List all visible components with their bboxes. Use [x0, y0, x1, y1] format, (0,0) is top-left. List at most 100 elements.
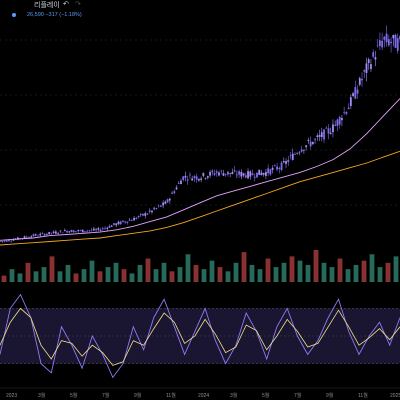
candle-body	[235, 174, 238, 176]
candle-body	[30, 236, 33, 238]
candle-body	[260, 172, 263, 176]
candle-body	[137, 216, 140, 218]
volume-bar	[73, 273, 79, 282]
replay-title[interactable]: 리플레이	[34, 2, 60, 9]
candle-body	[164, 201, 167, 204]
candle-body	[70, 229, 73, 233]
x-tick-label: 11월	[166, 392, 176, 399]
candle-body	[332, 124, 334, 133]
candle-body	[309, 141, 312, 147]
candle-body	[381, 41, 384, 48]
candle-body	[99, 229, 102, 232]
candle-body	[173, 191, 176, 194]
candle-body	[271, 167, 274, 170]
x-tick-label: 5월	[70, 392, 78, 399]
candle-body	[206, 176, 209, 178]
candle-body	[204, 178, 207, 179]
candle-body	[347, 107, 350, 110]
candle-body	[376, 45, 379, 47]
candle-body	[5, 240, 8, 242]
candle-body	[218, 172, 220, 176]
volume-bar	[289, 256, 295, 282]
candle-body	[106, 227, 109, 229]
redo-icon[interactable]: ↷	[75, 1, 81, 8]
candle-body	[215, 171, 218, 173]
candle-body	[184, 175, 187, 178]
volume-bar	[105, 267, 111, 282]
candle-body	[340, 117, 343, 121]
candle-body	[151, 210, 153, 213]
candle-body	[323, 129, 325, 140]
candle-body	[278, 167, 281, 169]
candle-body	[90, 229, 93, 231]
candle-body	[291, 153, 294, 161]
volume-bar	[241, 252, 247, 282]
volume-bar	[297, 260, 303, 282]
volume-bar	[25, 262, 31, 282]
volume-bar	[137, 264, 143, 282]
candle-body	[153, 207, 156, 210]
candle-body	[32, 234, 35, 237]
candle-body	[387, 39, 390, 46]
candle-body	[115, 223, 118, 226]
candle-body	[39, 233, 42, 236]
candle-body	[97, 228, 100, 230]
undo-icon[interactable]: ↶	[63, 1, 69, 8]
candle-body	[135, 217, 138, 219]
candle-body	[119, 221, 122, 225]
x-tick-label: 2025	[390, 393, 400, 399]
candle-body	[314, 138, 316, 140]
candle-body	[157, 205, 160, 207]
candle-body	[365, 63, 368, 73]
candle-body	[10, 240, 13, 242]
candle-body	[77, 230, 80, 232]
candle-body	[227, 171, 229, 175]
candle-body	[180, 180, 182, 185]
volume-bar	[201, 269, 207, 282]
candle-body	[303, 149, 305, 151]
candle-body	[325, 127, 328, 129]
candle-body	[139, 214, 142, 215]
candle-body	[171, 192, 173, 194]
volume-bar	[257, 269, 263, 282]
candle-body	[122, 220, 124, 222]
candle-body	[370, 64, 372, 69]
candle-body	[175, 187, 178, 190]
candle-body	[296, 152, 299, 154]
candle-body	[311, 141, 314, 145]
candle-body	[186, 179, 189, 181]
volume-bar	[97, 271, 103, 282]
top-toolbar: 리플레이 ↶ ↷	[0, 0, 400, 10]
candle-body	[59, 230, 62, 232]
volume-bar	[81, 269, 87, 282]
candle-body	[305, 145, 308, 148]
candle-body	[213, 173, 216, 175]
candle-body	[28, 237, 30, 238]
volume-bar	[225, 271, 231, 282]
candle-body	[68, 231, 71, 233]
x-tick-label: 2024	[198, 393, 209, 399]
oscillator-signal-line	[0, 307, 400, 366]
volume-bar	[169, 271, 175, 282]
candle-body	[358, 78, 361, 85]
candle-body	[238, 171, 241, 175]
candle-body	[61, 232, 64, 234]
candle-body	[48, 231, 51, 235]
candle-body	[128, 220, 131, 221]
candle-body	[294, 154, 296, 155]
candle-body	[92, 228, 95, 231]
candle-body	[54, 231, 57, 234]
candle-body	[75, 231, 77, 232]
candle-body	[329, 132, 332, 134]
candle-body	[253, 176, 256, 178]
candle-body	[193, 176, 196, 178]
candle-body	[289, 155, 292, 157]
candle-body	[34, 234, 37, 236]
candle-body	[1, 241, 4, 242]
candle-body	[233, 170, 236, 172]
candle-body	[133, 217, 135, 221]
candle-body	[220, 170, 223, 172]
x-tick-label: 5월	[262, 392, 270, 399]
candle-body	[25, 236, 28, 238]
